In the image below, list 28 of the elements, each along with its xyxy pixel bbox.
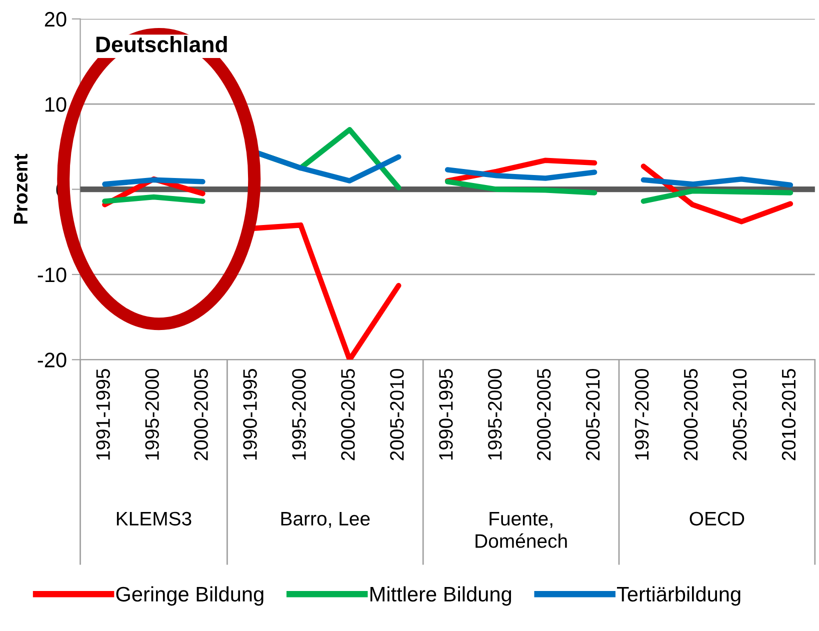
legend-label: Geringe Bildung	[116, 586, 264, 606]
x-tick-label: 1995-2000	[488, 368, 502, 460]
x-tick-label: 2000-2005	[536, 368, 551, 460]
y-tick-label: 20	[44, 12, 66, 27]
y-axis-title: Prozent	[14, 154, 28, 224]
legend-label: Mittlere Bildung	[370, 586, 512, 606]
x-tick-label: 2000-2005	[341, 368, 355, 460]
x-tick-label: 2000-2005	[194, 368, 208, 460]
y-tick-label: -10	[38, 267, 66, 282]
y-tick-label: 10	[45, 97, 66, 112]
x-tick-label: 2000-2005	[684, 368, 698, 460]
x-tick-label: 1995-2000	[145, 368, 159, 460]
source-note: Fuente, Doménech	[476, 512, 567, 548]
x-tick-label: 1991-1995	[96, 368, 110, 460]
x-tick-label: 1995-2000	[292, 368, 306, 460]
y-tick-label: -20	[38, 352, 66, 368]
x-tick-label: 2005-2010	[586, 368, 600, 460]
x-tick-label: 2005-2010	[732, 368, 747, 460]
text: OECD	[690, 512, 744, 526]
legend-label: Tertiärbildung	[616, 586, 740, 606]
x-tick-label: 1990-1995	[439, 368, 453, 460]
text: KLEMS3	[116, 512, 192, 526]
text: Barro, Lee	[281, 512, 370, 528]
x-tick-label: 2010-2015	[782, 368, 796, 460]
x-tick-label: 1990-1995	[243, 368, 257, 460]
text: Deutschland	[96, 36, 227, 52]
x-tick-label: 1997-2000	[634, 368, 649, 460]
x-tick-label: 2005-2010	[390, 368, 404, 460]
